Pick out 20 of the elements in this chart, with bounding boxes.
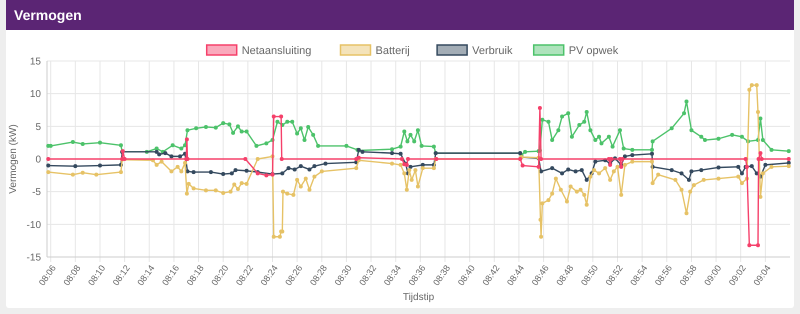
y-tick-label: -15: [26, 252, 42, 264]
point: [756, 243, 760, 248]
point: [272, 114, 276, 119]
point: [747, 243, 752, 248]
legend-label: Verbruik: [472, 44, 513, 57]
chart-title: Vermogen: [14, 7, 82, 23]
point: [538, 106, 542, 110]
point: [279, 114, 284, 119]
point: [184, 137, 189, 142]
legend-label: PV opwek: [568, 44, 619, 57]
y-tick-label: -10: [26, 220, 42, 231]
legend-label: Netaansluiting: [242, 44, 312, 57]
legend-label: Batterij: [376, 44, 410, 57]
y-tick-label: 10: [30, 89, 42, 100]
y-axis-title: Vermogen (kW): [8, 124, 19, 194]
y-tick-label: 15: [30, 56, 42, 68]
y-tick-label: 5: [35, 122, 42, 133]
y-tick-label: -5: [32, 187, 42, 198]
x-axis-title: Tijdstip: [402, 292, 435, 303]
y-tick-label: 0: [35, 154, 42, 166]
